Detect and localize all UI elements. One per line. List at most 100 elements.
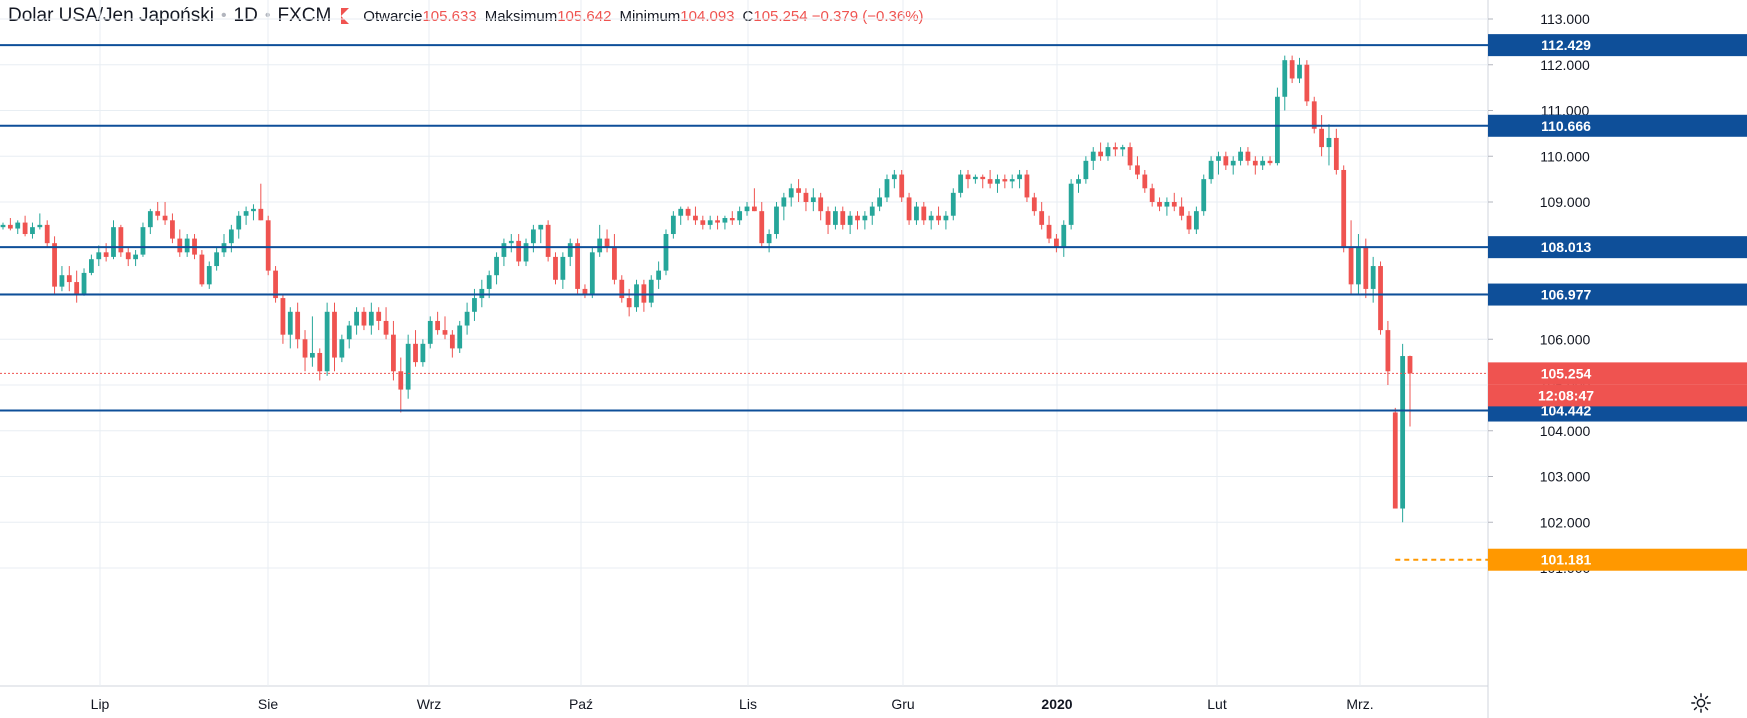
candle-body [1193,211,1199,230]
candle-body [1061,224,1067,248]
candle-body [147,211,153,228]
candle-body [884,179,890,198]
candle-body [1392,412,1398,509]
candle-body [1105,147,1111,157]
candle-body [15,222,21,229]
candle-body [472,298,477,312]
candle-body [972,176,978,180]
candle-body [118,227,124,253]
last-price-tag [1488,362,1747,385]
candle-body [936,215,941,221]
y-tick-label: 104.000 [1540,423,1591,439]
candle-body [295,311,301,340]
candle-body [1216,156,1221,161]
candle-body [987,179,993,184]
candle-body [59,275,65,287]
candle-body [810,197,816,202]
candle-body [1031,197,1037,212]
candle-body [759,211,765,244]
candle-body [103,252,109,257]
level-price-label: 108.013 [1541,239,1592,255]
candle-body [383,320,389,335]
candle-body [1098,151,1104,157]
candle-body [1112,147,1118,150]
candle-body [1252,160,1258,166]
candle-body [626,298,632,308]
candle-body [1179,206,1185,216]
candle-body [678,208,684,216]
level-price-tag [1488,114,1747,137]
candle-body [1407,356,1413,374]
candle-body [199,254,205,285]
candle-body [413,343,418,363]
candle-body [980,176,986,180]
countdown-label: 12:08:47 [1538,387,1594,403]
candle-body [1275,96,1280,164]
candle-body [479,288,485,299]
candle-body [1171,202,1177,207]
candle-body [950,192,956,216]
open-value: 105.633 [422,7,477,25]
candle-body [1341,169,1347,248]
candle-body [538,224,544,230]
candle-body [619,279,625,299]
level-price-tag [1488,283,1747,306]
candle-body [877,197,883,207]
high-label: Maksimum [484,7,558,25]
separator-dot: • [220,7,227,24]
candle-body [847,215,853,225]
candle-body [796,188,801,193]
candle-body [1164,202,1170,207]
candle-body [162,215,168,221]
y-tick-label: 113.000 [1540,11,1590,27]
candle-body [1120,147,1126,150]
candle-body [1090,151,1096,161]
gear-icon[interactable] [1690,692,1712,714]
candle-body [0,224,6,228]
flag-icon[interactable] [341,8,350,24]
candle-body [398,371,404,390]
candle-body [1319,128,1324,148]
open-label: Otwarcie [363,7,423,25]
candle-body [22,222,28,235]
candle-body [96,252,102,260]
candle-body [553,256,558,280]
candle-body [530,229,536,244]
high-value: 105.642 [557,7,612,25]
candle-body [1304,64,1310,102]
change-value: −0.379 (−0.36%) [811,7,924,25]
low-readout: Minimum104.093 [619,8,734,25]
candle-body [1208,160,1214,180]
candle-body [707,220,713,225]
candle-body [766,234,772,244]
candle-body [66,275,72,283]
candle-body [376,311,382,321]
candle-body [803,192,809,202]
candle-body [309,352,315,358]
interval-label[interactable]: 1D [233,5,258,26]
low-value: 104.093 [680,7,735,25]
candle-body [1282,60,1288,97]
candle-body [995,179,1000,184]
candle-body [1068,183,1074,225]
candle-body [751,206,757,212]
x-tick-label: Lip [91,696,110,712]
candle-body [1135,165,1140,175]
candle-body [1260,160,1266,166]
candle-body [140,227,146,255]
candle-body [501,243,507,257]
candle-body [1149,188,1155,202]
symbol-title[interactable]: Dolar USA/Jen Japoński [8,5,214,26]
candle-body [435,320,441,331]
y-tick-label: 111.000 [1541,103,1590,119]
candle-body [155,211,161,216]
chart-header: Dolar USA/Jen Japoński • 1D • FXCM Otwar… [8,2,932,30]
candle-body [37,224,43,228]
x-tick-label: Lut [1207,696,1227,712]
open-readout: Otwarcie105.633 [363,8,476,25]
candle-body [818,197,824,212]
last-price-label: 105.254 [1541,365,1592,381]
candle-body [943,215,949,221]
candle-body [405,343,411,390]
